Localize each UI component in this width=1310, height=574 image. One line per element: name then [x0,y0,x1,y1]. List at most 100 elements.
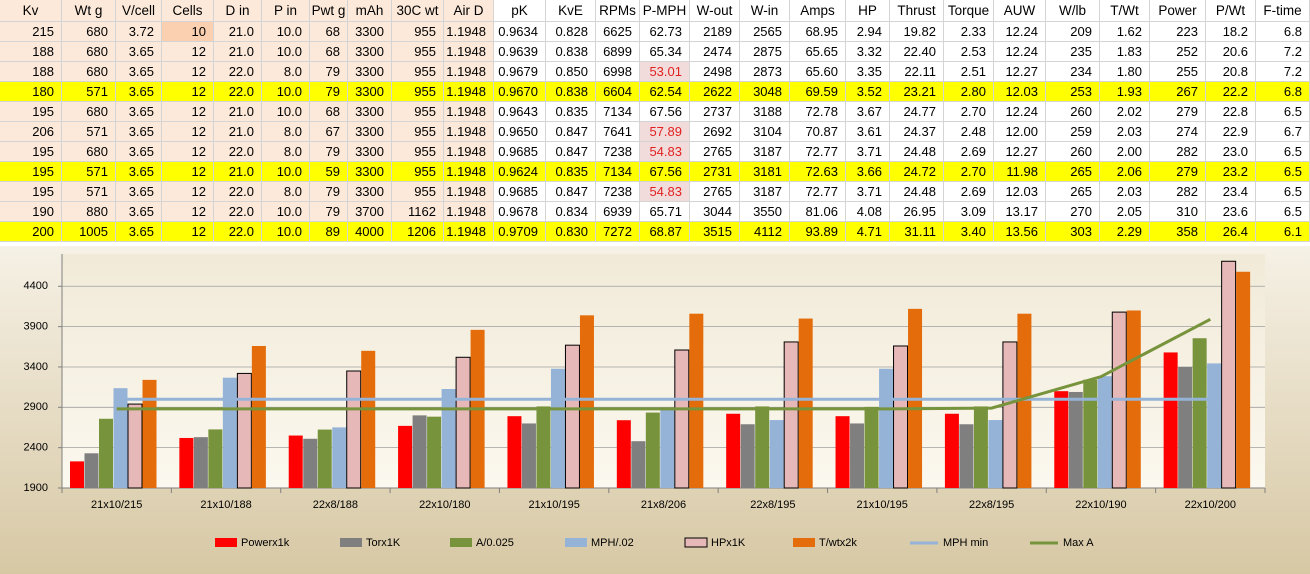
table-cell: 265 [1046,162,1100,182]
table-cell: 65.65 [790,42,846,62]
y-tick-label: 3900 [24,321,48,333]
y-tick-label: 2400 [24,442,48,454]
column-header: 30C wt [392,0,444,22]
table-cell: 24.48 [890,142,944,162]
bar [193,437,208,488]
table-cell: 3.65 [116,222,162,242]
table-cell: 0.9634 [494,22,546,42]
bar [1163,352,1178,488]
table-cell: 2.33 [944,22,994,42]
bar [288,435,303,488]
table-cell: 0.838 [546,42,596,62]
column-header: P/Wt [1206,0,1256,22]
column-header: mAh [348,0,392,22]
table-cell: 0.9650 [494,122,546,142]
table-cell: 12.24 [994,22,1046,42]
table-cell: 12 [162,102,214,122]
table-cell: 65.34 [640,42,690,62]
column-header: HP [846,0,890,22]
x-tick-label: 22x8/195 [750,499,795,511]
table-cell: 6.5 [1256,202,1310,222]
table-cell: 24.77 [890,102,944,122]
table-cell: 3.52 [846,82,890,102]
table-cell: 195 [0,102,62,122]
bar [1192,338,1207,488]
table-cell: 2498 [690,62,740,82]
table-cell: 7.2 [1256,62,1310,82]
column-header: F-time [1256,0,1310,22]
bar [361,350,376,488]
table-cell: 3300 [348,62,392,82]
bar [113,388,128,488]
legend-label: Powerx1k [241,537,290,549]
table-cell: 955 [392,122,444,142]
table-cell: 3300 [348,162,392,182]
table-cell: 22.40 [890,42,944,62]
table-cell: 2474 [690,42,740,62]
table-cell: 3.71 [846,182,890,202]
table-cell: 0.9670 [494,82,546,102]
column-header: V/cell [116,0,162,22]
table-cell: 65.71 [640,202,690,222]
table-cell: 12.27 [994,62,1046,82]
table-cell: 79 [310,202,348,222]
table-cell: 68.95 [790,22,846,42]
table-cell: 2875 [740,42,790,62]
column-header: W/lb [1046,0,1100,22]
table-cell: 7272 [596,222,640,242]
table-cell: 215 [0,22,62,42]
table-cell: 2.69 [944,142,994,162]
table-cell: 680 [62,102,116,122]
x-tick-label: 22x8/188 [313,499,358,511]
table-cell: 1.1948 [444,162,494,182]
x-tick-label: 22x10/180 [419,499,470,511]
table-cell: 2.94 [846,22,890,42]
table-cell: 89 [310,222,348,242]
bar [1097,376,1112,488]
bar [251,345,266,488]
x-tick-label: 22x10/190 [1075,499,1126,511]
table-cell: 1.83 [1100,42,1150,62]
table-cell: 955 [392,82,444,102]
x-tick-label: 21x10/215 [91,499,142,511]
bar [222,377,237,488]
table-cell: 3044 [690,202,740,222]
table-cell: 10.0 [262,82,310,102]
table-cell: 67 [310,122,348,142]
table-cell: 1.1948 [444,122,494,142]
table-cell: 1.93 [1100,82,1150,102]
table-cell: 10.0 [262,222,310,242]
table-cell: 3.40 [944,222,994,242]
bar [944,413,959,488]
table-cell: 22.8 [1206,102,1256,122]
table-cell: 24.37 [890,122,944,142]
table-cell: 195 [0,162,62,182]
chart: 1900 2400 2900 3400 3900 4400 21x10/215 21x10/1… [0,246,1310,574]
table-cell: 6.5 [1256,102,1310,122]
table-cell: 3.61 [846,122,890,142]
column-header: AUW [994,0,1046,22]
table-cell: 680 [62,62,116,82]
table-cell: 10.0 [262,22,310,42]
bar [99,418,113,488]
table-cell: 6.8 [1256,82,1310,102]
table-cell: 955 [392,142,444,162]
table-cell: 23.4 [1206,182,1256,202]
table-cell: 234 [1046,62,1100,82]
table-cell: 13.17 [994,202,1046,222]
table-cell: 223 [1150,22,1206,42]
table-cell: 2765 [690,182,740,202]
table-cell: 3.32 [846,42,890,62]
bar [988,420,1003,488]
bar [973,406,988,488]
table-cell: 3.65 [116,122,162,142]
table-cell: 22.11 [890,62,944,82]
table-cell: 62.54 [640,82,690,102]
bar [236,372,252,489]
column-header: Power [1150,0,1206,22]
legend-label: Torx1K [366,537,401,549]
table-cell: 260 [1046,102,1100,122]
table-cell: 21.0 [214,122,262,142]
legend-label: HPx1K [711,537,746,549]
table-cell: 11.98 [994,162,1046,182]
